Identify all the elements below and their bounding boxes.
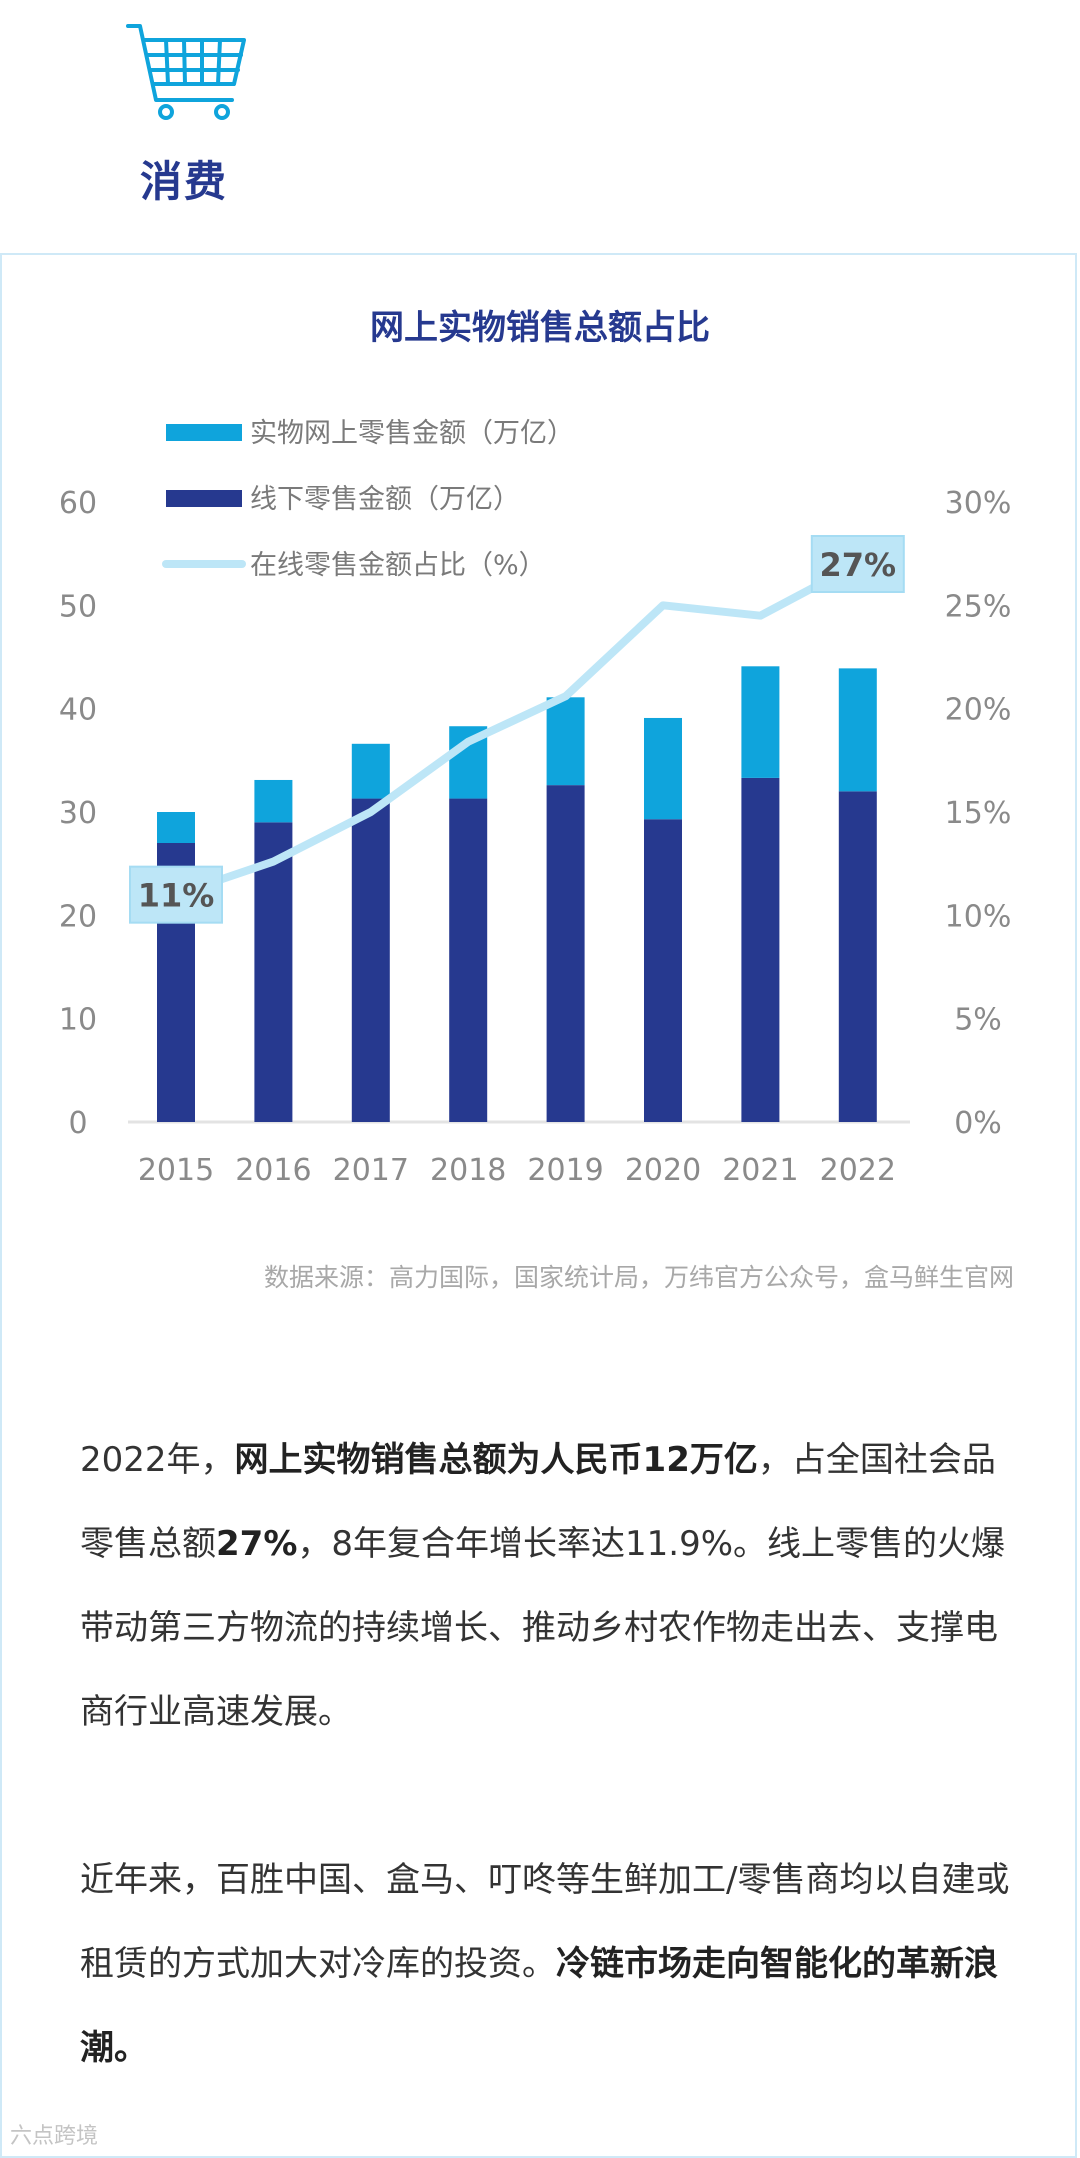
- bar-online: [741, 666, 780, 778]
- legend-swatch-offline: [166, 490, 242, 507]
- bar-offline: [741, 777, 780, 1122]
- bar-online: [351, 743, 390, 799]
- y-tick-label: 0: [68, 1106, 87, 1141]
- p1-text-a: 2022年，: [80, 1440, 235, 1480]
- bar-online: [254, 779, 293, 823]
- paragraph-2: 近年来，百胜中国、盒马、叮咚等生鲜加工/零售商均以自建或租赁的方式加大对冷库的投…: [80, 1838, 1010, 2090]
- x-tick-label: 2020: [625, 1153, 701, 1188]
- y2-tick-label: 5%: [954, 1003, 1002, 1038]
- y2-tick-label: 0%: [954, 1106, 1002, 1141]
- y2-tick-label: 30%: [945, 486, 1012, 521]
- x-tick-label: 2015: [138, 1153, 214, 1188]
- p1-bold-d: 27%: [216, 1524, 298, 1564]
- legend-label: 在线零售金额占比（%）: [250, 550, 546, 581]
- bar-offline: [449, 798, 488, 1122]
- section-title: 消费: [140, 157, 229, 206]
- y-tick-label: 50: [59, 589, 97, 624]
- legend-swatch-online: [166, 424, 242, 441]
- y-tick-label: 40: [59, 693, 97, 728]
- y2-tick-label: 25%: [945, 589, 1012, 624]
- x-tick-label: 2021: [722, 1153, 798, 1188]
- legend-label: 实物网上零售金额（万亿）: [250, 418, 574, 449]
- bar-offline: [546, 785, 585, 1122]
- bar-offline: [351, 798, 390, 1122]
- callout-box: [129, 865, 223, 924]
- p1-text-e: ，8年复合年增长率达11.9%。线上零售的火爆带动第三方物流的持续增长、推动乡村…: [80, 1524, 1006, 1732]
- chart-card: [0, 253, 1077, 2158]
- x-tick-label: 2016: [235, 1153, 311, 1188]
- y2-tick-label: 10%: [945, 899, 1012, 934]
- bar-offline: [254, 822, 293, 1122]
- paragraph-1: 2022年，网上实物销售总额为人民币12万亿，占全国社会品零售总额27%，8年复…: [80, 1418, 1010, 1754]
- callout-label: 11%: [138, 877, 215, 915]
- bar-offline: [838, 791, 877, 1122]
- x-tick-label: 2022: [820, 1153, 896, 1188]
- p1-bold-b: 网上实物销售总额为人民币12万亿: [234, 1440, 758, 1480]
- y2-tick-label: 20%: [945, 693, 1012, 728]
- p1-text-c: ，占全国社会品零售总额: [80, 1440, 996, 1564]
- callout-box: [810, 535, 905, 593]
- callout-label: 27%: [820, 546, 897, 584]
- bar-online: [546, 697, 585, 786]
- bar-online: [157, 812, 195, 843]
- legend-label: 线下零售金额（万亿）: [250, 484, 520, 515]
- chart-title: 网上实物销售总额占比: [370, 308, 710, 348]
- source-note: 数据来源：高力国际，国家统计局，万纬官方公众号，盒马鲜生官网: [263, 1263, 1014, 1292]
- p2-text-a: 近年来，百胜中国、盒马、叮咚等生鲜加工/零售商均以自建或租赁的方式加大对冷库的投…: [80, 1860, 1010, 1984]
- shopping-cart-icon: [126, 24, 246, 120]
- p2-bold-b: 冷链市场走向智能化的革新浪潮。: [80, 1944, 998, 2068]
- bar-online: [644, 717, 682, 820]
- y-tick-label: 60: [59, 486, 97, 521]
- x-tick-label: 2017: [333, 1153, 409, 1188]
- y-tick-label: 20: [59, 899, 97, 934]
- y2-tick-label: 15%: [945, 796, 1012, 831]
- bar-offline: [644, 819, 682, 1122]
- ratio-line: [172, 560, 862, 899]
- stacked-bar-line-chart: 0 10 20 30 40 50 60 0% 5% 10% 15% 20% 25% 30% 2015 2016…: [59, 418, 1012, 1188]
- y-tick-label: 30: [59, 796, 97, 831]
- watermark: 六点跨境: [10, 2124, 99, 2149]
- bar-online: [838, 668, 877, 792]
- x-tick-label: 2019: [527, 1153, 603, 1188]
- y-tick-label: 10: [59, 1003, 97, 1038]
- x-tick-label: 2018: [430, 1153, 506, 1188]
